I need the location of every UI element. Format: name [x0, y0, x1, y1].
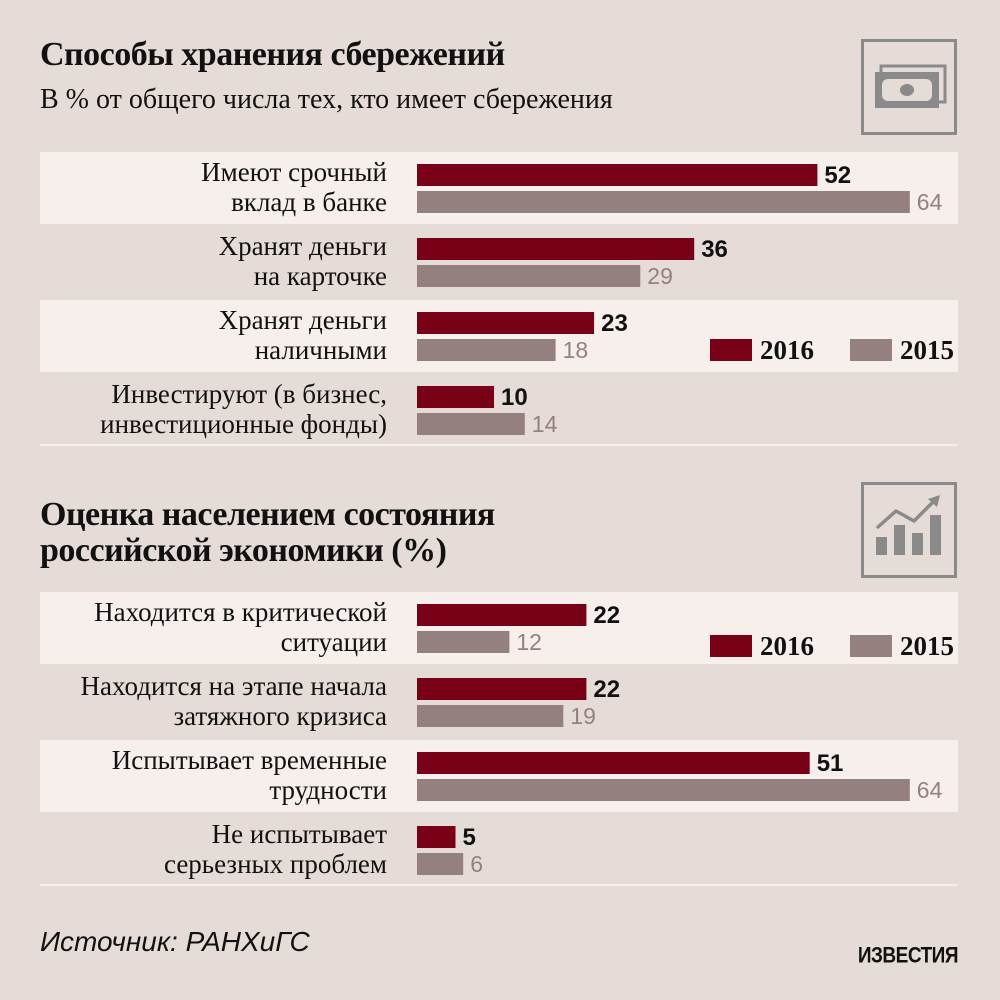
category-label: наличными — [255, 335, 387, 365]
chart-title-line: Оценка населением состояния — [40, 496, 495, 533]
row-band — [40, 300, 958, 372]
data-label-2015: 19 — [570, 703, 596, 729]
growth-chart-icon — [861, 482, 957, 578]
category-label: Не испытывает — [212, 819, 388, 849]
data-label-2016: 51 — [817, 750, 844, 777]
row-band — [40, 814, 958, 886]
category-label: Находится в критической — [94, 597, 387, 627]
legend-label: 2016 — [760, 335, 814, 365]
legend-swatch — [850, 635, 892, 657]
category-label: Хранят деньги — [219, 305, 387, 335]
row-band — [40, 152, 958, 224]
publisher-logo: ИЗВЕСТИЯ — [857, 944, 959, 969]
bar-2015 — [417, 413, 525, 435]
bar-2016 — [417, 386, 494, 408]
economy-chart: Находится в критической ситуации 22 12 Наход… — [40, 592, 958, 886]
data-label-2015: 29 — [647, 263, 673, 289]
bar-2016 — [417, 238, 695, 260]
data-label-2016: 5 — [463, 824, 476, 851]
legend-swatch — [710, 339, 752, 361]
data-label-2016: 36 — [701, 236, 728, 263]
savings-chart: Имеют срочный вклад в банке 52 64 Хранят ден… — [40, 152, 958, 446]
bar-2015 — [417, 705, 564, 727]
category-label: серьезных проблем — [164, 849, 387, 879]
chart-title-line: российской экономики (%) — [40, 532, 447, 569]
category-label: Испытывает временные — [112, 745, 387, 775]
data-label-2016: 52 — [824, 162, 851, 189]
chart-subtitle-savings: В % от общего числа тех, кто имеет сбере… — [40, 84, 613, 115]
data-label-2015: 14 — [532, 411, 558, 437]
chart-title-savings: Способы хранения сбережений — [40, 36, 505, 73]
bottom-rule — [40, 884, 958, 886]
legend-swatch — [710, 635, 752, 657]
data-label-2015: 64 — [917, 777, 943, 803]
category-label: на карточке — [254, 261, 387, 291]
category-label: ситуации — [281, 627, 387, 657]
bar-2015 — [417, 265, 641, 287]
bottom-rule — [40, 444, 958, 446]
bar-2015 — [417, 631, 510, 653]
bar-2015 — [417, 779, 910, 801]
category-label: Имеют срочный — [201, 157, 387, 187]
category-label: Находится на этапе начала — [81, 671, 387, 701]
data-label-2015: 6 — [470, 851, 483, 877]
data-label-2016: 23 — [601, 310, 628, 337]
legend-label: 2016 — [760, 631, 814, 661]
data-label-2015: 12 — [516, 629, 542, 655]
bar-2016 — [417, 312, 595, 334]
category-label: трудности — [269, 775, 387, 805]
banknote-icon — [861, 39, 957, 135]
bar-2015 — [417, 853, 464, 875]
source-label: Источник: РАНХиГС — [40, 926, 310, 957]
bar-2015 — [417, 191, 910, 213]
bar-2016 — [417, 752, 810, 774]
chart-title-economy: Оценка населением состояния российской эк… — [40, 497, 495, 569]
legend-label: 2015 — [900, 335, 954, 365]
row-band — [40, 226, 958, 298]
category-label: вклад в банке — [231, 187, 387, 217]
data-label-2015: 18 — [563, 337, 589, 363]
data-label-2015: 64 — [917, 189, 943, 215]
data-label-2016: 22 — [593, 602, 620, 629]
bar-2016 — [417, 678, 587, 700]
category-label: инвестиционные фонды) — [100, 409, 387, 439]
data-label-2016: 10 — [501, 384, 528, 411]
bar-2016 — [417, 604, 587, 626]
legend-swatch — [850, 339, 892, 361]
bar-2016 — [417, 164, 818, 186]
legend-label: 2015 — [900, 631, 954, 661]
category-label: Хранят деньги — [219, 231, 387, 261]
bar-2016 — [417, 826, 456, 848]
category-label: Инвестируют (в бизнес, — [111, 379, 387, 409]
data-label-2016: 22 — [593, 676, 620, 703]
bar-2015 — [417, 339, 556, 361]
category-label: затяжного кризиса — [173, 701, 387, 731]
